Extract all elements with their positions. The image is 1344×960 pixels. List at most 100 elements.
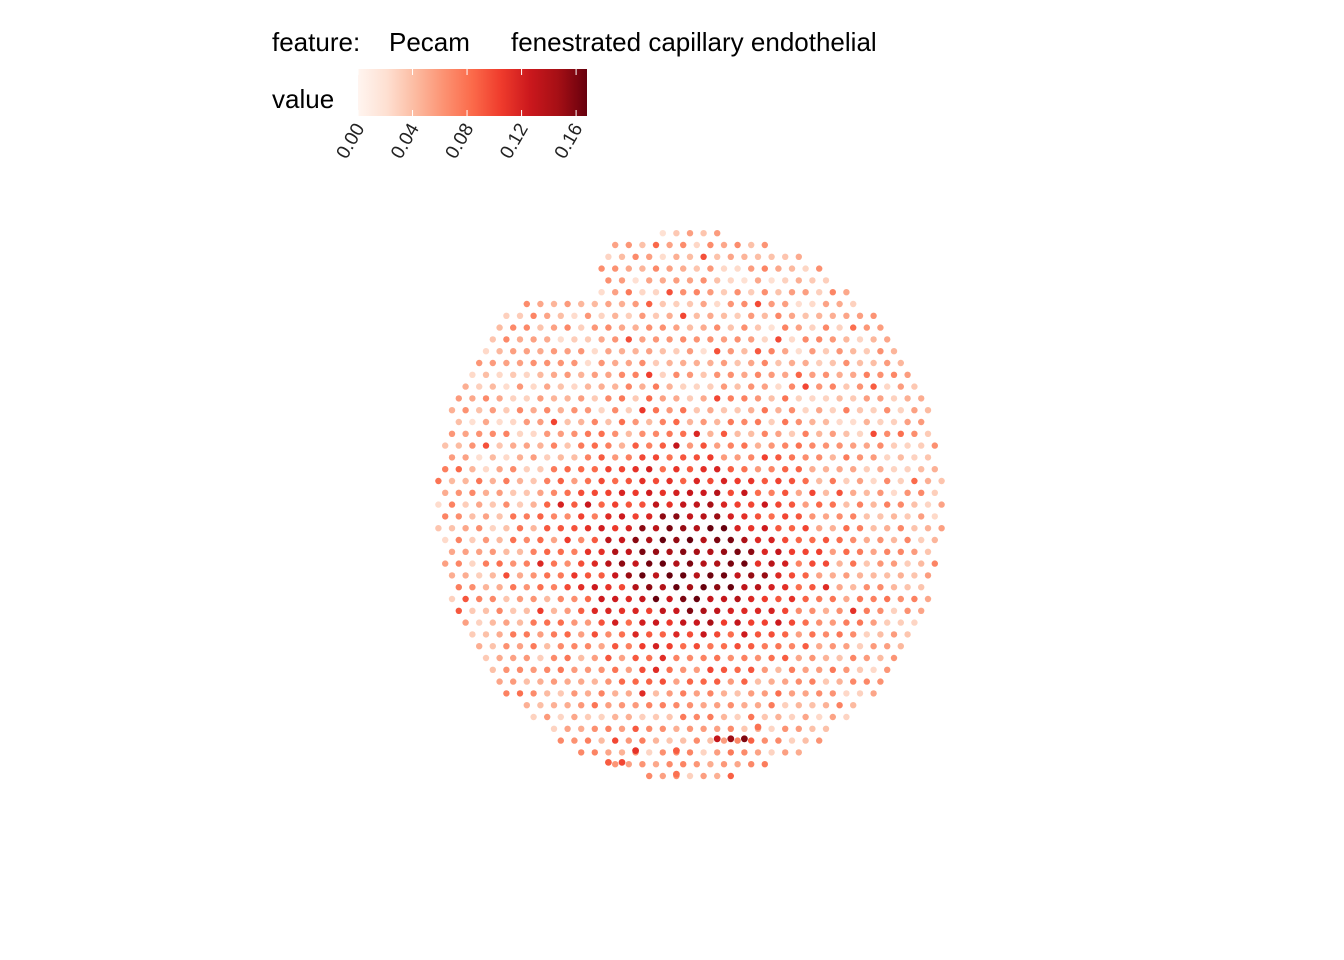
spot: [673, 536, 680, 544]
spot: [632, 631, 639, 638]
spot: [469, 513, 476, 520]
spot: [584, 548, 592, 555]
spot: [761, 336, 768, 343]
spot: [795, 631, 802, 638]
spot: [666, 713, 673, 721]
spot: [693, 548, 700, 555]
spot: [700, 300, 707, 308]
spot: [809, 678, 816, 685]
spot: [659, 749, 666, 756]
spot: [693, 737, 700, 744]
spot: [652, 643, 660, 650]
spot: [612, 690, 619, 697]
isolated-spot: [618, 759, 626, 766]
spot: [584, 477, 592, 485]
spot: [693, 572, 700, 579]
spot: [442, 536, 449, 544]
spot: [489, 548, 496, 555]
spot: [571, 430, 578, 437]
spot: [856, 572, 864, 579]
spot: [809, 725, 816, 732]
spot: [938, 477, 945, 485]
spot: [482, 654, 490, 662]
spot: [571, 336, 578, 343]
spot: [714, 277, 721, 284]
spot: [822, 348, 830, 355]
spot: [680, 690, 687, 697]
spot: [578, 395, 585, 402]
spot: [686, 371, 694, 378]
spot: [843, 312, 850, 319]
isolated-spot: [673, 747, 680, 754]
spot: [850, 584, 857, 591]
spot: [782, 678, 789, 685]
spot: [666, 407, 673, 414]
spot: [802, 501, 809, 508]
spot: [605, 300, 612, 308]
spot: [761, 643, 768, 650]
spot: [632, 725, 639, 732]
spot: [605, 536, 612, 544]
spot: [707, 383, 714, 390]
spot: [870, 407, 877, 414]
spot: [584, 619, 592, 626]
spot: [482, 536, 490, 544]
spot: [850, 324, 857, 331]
spot: [639, 241, 646, 249]
legend-feature-label: feature:: [272, 27, 360, 57]
spot: [931, 466, 938, 473]
spot: [782, 631, 789, 638]
spot: [516, 383, 524, 390]
spot: [700, 466, 707, 473]
spot: [591, 654, 598, 662]
spot: [829, 430, 836, 437]
spot: [489, 454, 496, 461]
spot: [802, 430, 809, 437]
spot: [510, 395, 517, 402]
spot: [448, 454, 456, 461]
spot: [829, 595, 836, 603]
spot: [510, 324, 517, 331]
spot: [931, 513, 938, 520]
spot: [843, 619, 850, 626]
spot: [775, 454, 782, 461]
spot: [476, 501, 483, 508]
spot: [741, 253, 748, 260]
spot: [523, 300, 530, 308]
spot: [836, 489, 843, 496]
spot: [557, 407, 564, 414]
spot: [870, 477, 877, 485]
spot: [707, 359, 714, 367]
spot: [822, 371, 830, 378]
spot: [843, 548, 850, 555]
spot: [904, 418, 911, 426]
spot: [618, 371, 626, 378]
spot: [727, 395, 734, 402]
spot: [462, 407, 469, 414]
spot: [523, 678, 530, 685]
spot: [625, 383, 632, 390]
spot: [646, 371, 653, 378]
spot: [510, 513, 517, 520]
spot: [550, 348, 558, 355]
spot: [605, 631, 612, 638]
spot: [850, 371, 857, 378]
spot: [673, 654, 680, 662]
spot: [523, 536, 530, 544]
spot: [605, 560, 612, 567]
spot: [612, 572, 619, 579]
spot: [618, 584, 626, 591]
spot: [496, 466, 503, 473]
spot: [612, 619, 619, 626]
spot: [455, 584, 462, 591]
spot: [836, 395, 843, 402]
spot: [598, 383, 605, 390]
spot: [863, 442, 870, 449]
spot: [877, 418, 884, 426]
spot: [455, 607, 462, 614]
spot: [625, 477, 632, 485]
spot: [734, 312, 741, 319]
spot: [496, 418, 503, 426]
spot: [516, 619, 524, 626]
